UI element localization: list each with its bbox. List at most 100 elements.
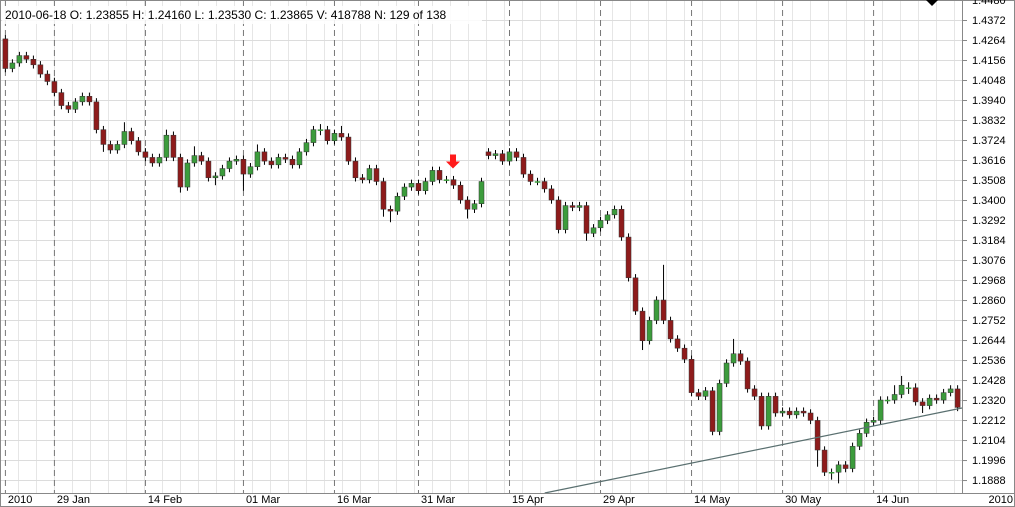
candle-body <box>247 166 254 175</box>
candle-body <box>191 155 198 164</box>
candle-body <box>310 129 317 143</box>
candle-body <box>632 277 639 312</box>
candle-body <box>660 299 667 321</box>
candle-body <box>436 170 443 180</box>
candle-body <box>478 181 485 204</box>
candle-body <box>737 353 744 362</box>
x-tick-label: 30 May <box>785 494 822 506</box>
candle-body <box>583 205 590 234</box>
candle-body <box>604 214 611 221</box>
x-tick-label: 14 Feb <box>148 494 182 506</box>
x-tick-label: 14 May <box>694 494 731 506</box>
candle-body <box>891 394 898 401</box>
candle-body <box>485 151 492 156</box>
x-tick-label: 14 Jun <box>876 494 909 506</box>
candle-body <box>646 320 653 342</box>
y-tick-label: 1.3076 <box>972 255 1006 267</box>
candle-body <box>156 157 163 164</box>
x-tick-label: 29 Jan <box>57 494 90 506</box>
candle-body <box>912 387 919 403</box>
candle-body <box>877 399 884 421</box>
candle-body <box>653 299 660 321</box>
candle-body <box>828 472 835 474</box>
y-tick-label: 1.3184 <box>972 235 1006 247</box>
corner-marker <box>926 0 938 6</box>
candle-body <box>814 420 821 451</box>
y-tick-label: 1.3508 <box>972 175 1006 187</box>
candle-body <box>51 81 58 93</box>
candle-body <box>807 412 814 421</box>
candle-body <box>765 396 772 427</box>
candle-body <box>884 399 891 402</box>
candle-body <box>30 59 37 66</box>
y-tick-label: 1.2212 <box>972 415 1006 427</box>
candle-body <box>219 168 226 177</box>
candle-body <box>506 151 513 162</box>
candle-body <box>233 159 240 162</box>
candle-body <box>128 131 135 142</box>
candle-body <box>534 181 541 183</box>
candle-body <box>366 168 373 180</box>
candle-body <box>527 173 534 182</box>
candle-body <box>688 359 695 393</box>
candle-body <box>205 160 212 179</box>
candle-body <box>142 151 149 158</box>
candle-body <box>562 205 569 230</box>
y-tick-label: 1.3940 <box>972 95 1006 107</box>
candle-body <box>429 170 436 182</box>
candle-body <box>779 410 786 414</box>
info-line: 2010-06-18 O: 1.23855 H: 1.24160 L: 1.23… <box>5 8 447 22</box>
candle-body <box>772 396 779 414</box>
candle-body <box>100 129 107 145</box>
candle-body <box>79 96 86 103</box>
candle-body <box>37 64 44 75</box>
y-tick-label: 1.2428 <box>972 375 1006 387</box>
y-tick-label: 1.4264 <box>972 35 1006 47</box>
candle-body <box>471 203 478 210</box>
y-tick-label: 1.1888 <box>972 475 1006 487</box>
candle-body <box>541 181 548 190</box>
candle-body <box>107 144 114 151</box>
y-tick-label: 1.2968 <box>972 275 1006 287</box>
candle-body <box>786 410 793 416</box>
candle-body <box>352 160 359 179</box>
candle-body <box>72 101 79 110</box>
candle-body <box>723 362 730 384</box>
y-tick-label: 1.2536 <box>972 355 1006 367</box>
candle-body <box>919 401 926 406</box>
info-bg <box>2 6 482 24</box>
y-tick-label: 1.4372 <box>972 15 1006 27</box>
candle-body <box>443 179 450 181</box>
candle-body <box>170 134 177 158</box>
x-tick-label: 2010 <box>8 494 32 506</box>
y-tick-label: 1.3292 <box>972 215 1006 227</box>
candle-body <box>667 320 674 340</box>
candle-body <box>16 55 23 64</box>
candle-body <box>730 353 737 364</box>
candle-body <box>821 449 828 473</box>
candle-body <box>345 136 352 162</box>
candle-body <box>212 175 219 179</box>
x-tick-label: 29 Apr <box>603 494 635 506</box>
y-tick-label: 1.3400 <box>972 195 1006 207</box>
candle-body <box>289 159 296 166</box>
candle-body <box>296 151 303 166</box>
candle-body <box>758 396 765 427</box>
candle-body <box>940 392 947 401</box>
candle-body <box>835 464 842 473</box>
candle-body <box>324 129 331 142</box>
candle-body <box>926 397 933 406</box>
candle-body <box>744 360 751 390</box>
candle-body <box>23 55 30 60</box>
candle-body <box>709 390 716 432</box>
candle-body <box>254 151 261 167</box>
candle-body <box>177 157 184 188</box>
candle-body <box>359 177 366 180</box>
candle-body <box>702 390 709 397</box>
candle-body <box>44 73 51 82</box>
candle-body <box>870 420 877 423</box>
candle-body <box>849 446 856 469</box>
candle-body <box>674 338 681 349</box>
candle-body <box>933 397 940 401</box>
